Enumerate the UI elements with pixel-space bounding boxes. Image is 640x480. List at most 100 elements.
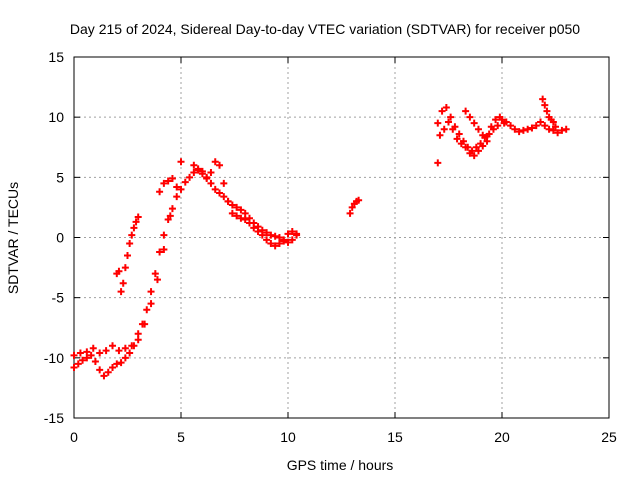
data-point [455,130,463,138]
data-point [254,227,262,235]
series-9 [462,107,491,145]
data-point [177,158,185,166]
series-4 [190,158,232,205]
x-tick-labels: 0 5 10 15 20 25 [70,429,617,445]
data-point [220,179,228,187]
data-point [442,104,450,112]
data-point [263,236,271,244]
data-point [494,122,502,130]
data-point [487,123,495,131]
data-point [160,179,168,187]
data-point [271,232,279,240]
data-point [507,122,515,130]
data-point [554,129,562,137]
data-point [537,118,545,126]
data-point [166,212,174,220]
data-point [241,209,249,217]
data-point [519,126,527,134]
series-1 [70,166,301,380]
data-point [346,209,354,217]
data-point [113,360,121,368]
data-point [173,183,181,191]
data-point [115,267,123,275]
data-point [109,342,117,350]
data-point [96,349,104,357]
data-point [121,264,129,272]
data-point [194,165,202,173]
x-tick-label: 5 [177,429,185,445]
data-point [100,372,108,380]
data-point [436,131,444,139]
data-point [164,177,172,185]
x-tick-label: 20 [494,429,510,445]
data-point [156,248,164,256]
x-tick-label: 10 [280,429,296,445]
grid [74,57,609,418]
data-point [500,119,508,127]
data-point [462,143,470,151]
x-axis-label: GPS time / hours [287,457,394,473]
data-point [96,366,104,374]
data-point [355,196,363,204]
data-point [117,359,125,367]
data-point [173,193,181,201]
data-point [168,175,176,183]
data-point [132,218,140,226]
data-point [288,236,296,244]
data-point [445,118,452,126]
data-point [284,238,292,246]
data-point [168,205,176,213]
data-point [284,230,292,238]
data-point [74,360,82,368]
data-point [130,224,138,232]
data-point [216,161,224,169]
data-point [457,140,465,148]
data-point [224,197,232,205]
data-point [541,101,549,109]
data-point [237,206,245,214]
series-2 [70,158,185,359]
data-point [156,188,164,196]
data-point [115,347,123,355]
data-point [474,147,482,155]
data-point [160,246,168,254]
series-3 [113,213,142,296]
data-point [181,178,189,186]
data-point [147,288,155,296]
data-point [186,173,194,181]
data-point [438,107,446,115]
data-point [263,229,271,237]
data-point [134,213,142,221]
data-point [528,124,536,132]
data-point [151,270,159,278]
data-point [228,201,236,209]
data-point [119,279,127,287]
data-point [198,167,206,175]
data-point [233,212,241,220]
tick-marks [73,56,610,419]
data-point [447,113,455,121]
data-point [479,131,487,139]
data-point [549,118,557,126]
data-point [211,185,219,193]
data-point [288,227,296,235]
data-point [472,143,480,151]
data-point [237,214,245,222]
data-point [79,356,87,364]
data-point [121,344,129,352]
x-tick-label: 15 [387,429,403,445]
data-point [126,240,134,248]
data-point [190,161,198,169]
data-point [275,240,283,248]
chart-title: Day 215 of 2024, Sidereal Day-to-day VTE… [70,21,580,37]
y-tick-label: 15 [48,49,64,65]
data-point [134,330,142,338]
data-point [124,252,131,260]
data-point [241,215,249,223]
series-12 [156,175,176,196]
data-point [121,354,129,362]
data-point [348,203,356,211]
data-point [190,169,198,177]
data-point [293,230,301,238]
